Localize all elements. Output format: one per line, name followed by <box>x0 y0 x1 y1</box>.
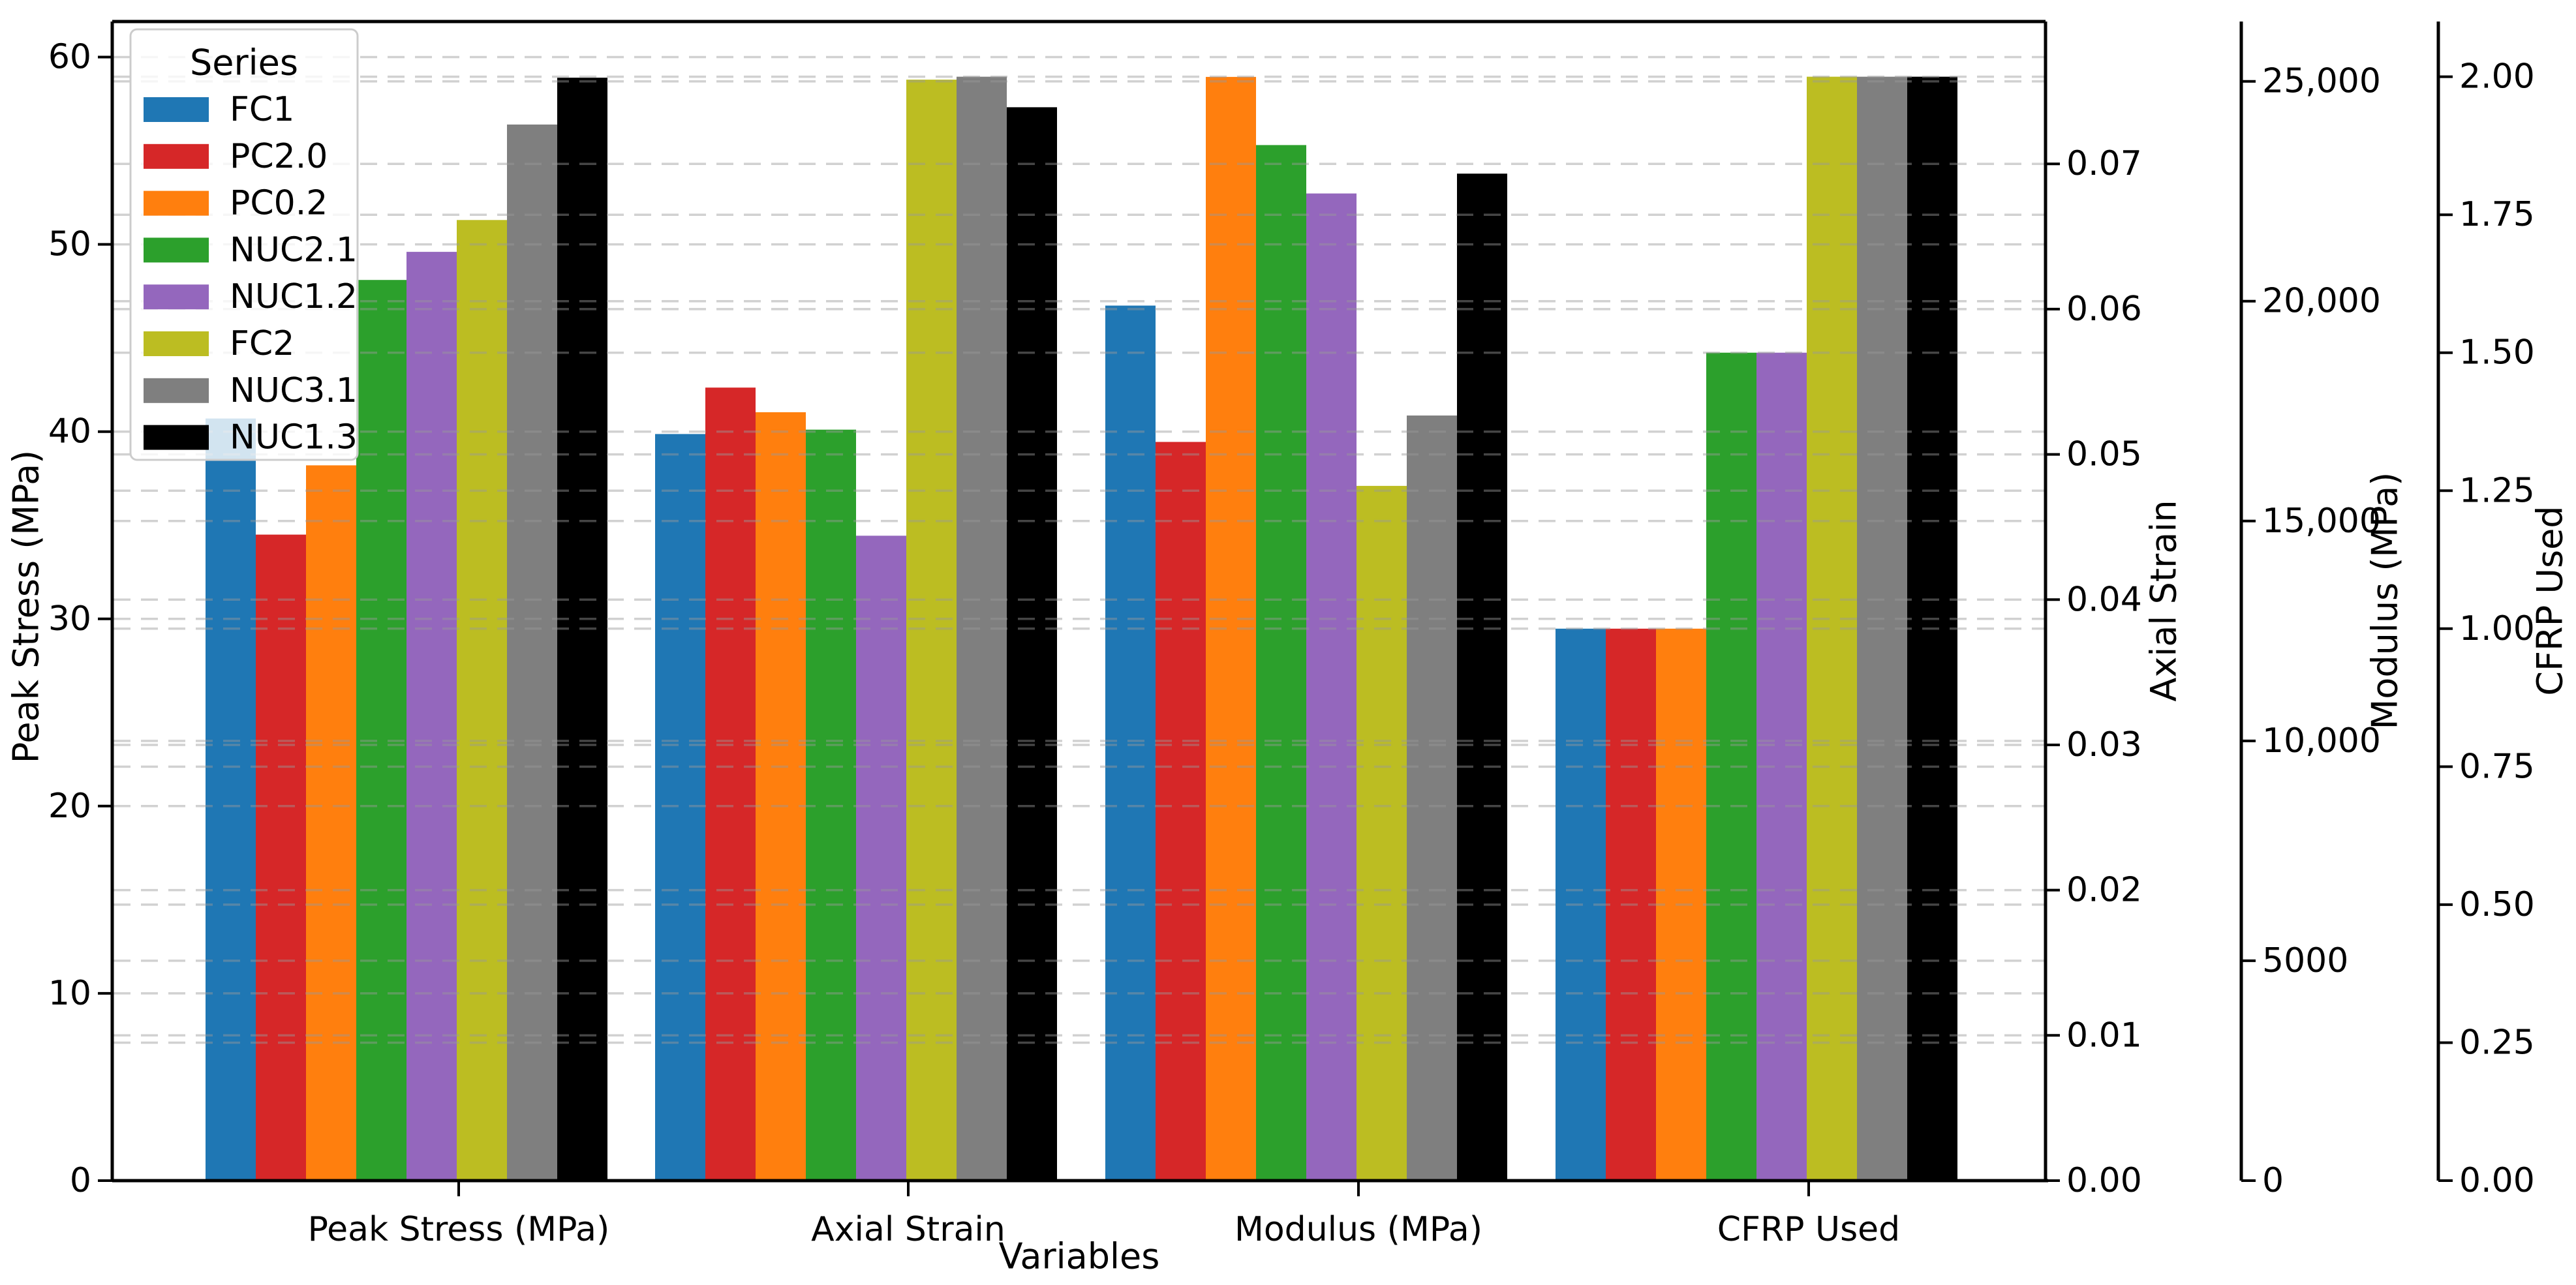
legend-swatch-PC0.2 <box>144 190 209 216</box>
y-tick-label: 10 <box>48 974 91 1013</box>
bar-NUC1.3 <box>1907 76 1957 1181</box>
bar-NUC3.1 <box>1407 416 1457 1181</box>
y-tick-label: 0.75 <box>2459 747 2535 786</box>
y-tick-label: 60 <box>48 38 91 77</box>
y-tick-label: 50 <box>48 225 91 264</box>
y-tick-label: 0.00 <box>2066 1161 2142 1200</box>
bar-NUC3.1 <box>957 76 1007 1181</box>
legend-swatch-FC2 <box>144 331 209 356</box>
bar-NUC1.3 <box>1007 107 1057 1181</box>
y-tick-label: 30 <box>48 599 91 639</box>
bar-PC2.0 <box>1606 628 1656 1181</box>
x-tick-label-3: Modulus (MPa) <box>1234 1210 1482 1249</box>
bar-PC0.2 <box>1656 628 1706 1181</box>
legend-label-NUC2.1: NUC2.1 <box>230 230 358 269</box>
x-tick-label-1: Peak Stress (MPa) <box>308 1210 610 1249</box>
bar-NUC2.1 <box>356 280 406 1181</box>
bar-FC1 <box>206 418 256 1181</box>
bar-NUC1.2 <box>1306 193 1357 1181</box>
legend-label-FC2: FC2 <box>230 324 294 363</box>
bar-FC1 <box>655 434 705 1181</box>
bar-PC0.2 <box>756 412 806 1181</box>
x-tick-label-4: CFRP Used <box>1717 1210 1900 1249</box>
legend-label-PC0.2: PC0.2 <box>230 184 328 223</box>
bar-PC0.2 <box>1206 76 1256 1181</box>
y-tick-label: 20,000 <box>2262 282 2381 321</box>
y-tick-label: 1.50 <box>2459 333 2535 372</box>
bar-FC2 <box>1357 485 1407 1181</box>
legend-swatch-NUC2.1 <box>144 237 209 263</box>
bars-layer <box>206 76 1957 1181</box>
y-tick-label: 1.25 <box>2459 471 2535 510</box>
y-tick-label: 1.75 <box>2459 195 2535 234</box>
gridlines <box>114 55 2044 1044</box>
x-axis-title: Variables <box>998 1235 1160 1277</box>
y-tick-label: 0.00 <box>2459 1161 2535 1200</box>
bar-NUC1.2 <box>856 536 906 1181</box>
y-tick-label: 0.05 <box>2066 435 2142 474</box>
legend-title: Series <box>190 42 298 83</box>
bar-NUC1.2 <box>406 252 457 1181</box>
legend-label-NUC3.1: NUC3.1 <box>230 371 358 410</box>
y-axis-title-peak-stress: Peak Stress (MPa) <box>5 449 47 764</box>
legend: Series FC1 PC2.0 PC0.2 NUC2.1 NUC1.2 FC2 NUC3.1… <box>129 28 359 461</box>
y-tick-label: 5000 <box>2262 941 2348 980</box>
axes-layer: 0 10 20 30 40 50 60 0.00 0.01 0.02 0.03 0.04 0.05 0.0… <box>48 20 2535 1249</box>
bar-PC2.0 <box>705 387 756 1181</box>
bar-NUC2.1 <box>806 429 856 1181</box>
bar-FC1 <box>1556 628 1606 1181</box>
y-tick-label: 40 <box>48 412 91 451</box>
bar-PC2.0 <box>256 534 306 1181</box>
legend-label-NUC1.3: NUC1.3 <box>230 418 358 457</box>
legend-label-FC1: FC1 <box>230 90 294 129</box>
bar-PC0.2 <box>306 465 356 1181</box>
y-tick-label: 0.50 <box>2459 885 2535 924</box>
y-tick-label: 0.03 <box>2066 725 2142 764</box>
y-axis-title-axial-strain: Axial Strain <box>2143 500 2185 702</box>
y-tick-label: 0.01 <box>2066 1016 2142 1055</box>
bar-NUC1.3 <box>557 78 607 1181</box>
bar-NUC2.1 <box>1256 145 1306 1181</box>
y-tick-label: 1.00 <box>2459 609 2535 648</box>
bar-FC1 <box>1105 305 1156 1181</box>
bar-NUC2.1 <box>1706 352 1756 1181</box>
legend-swatch-PC2.0 <box>144 144 209 169</box>
y-tick-label: 15,000 <box>2262 502 2381 541</box>
x-tick-label-2: Axial Strain <box>811 1210 1005 1249</box>
bar-NUC3.1 <box>507 124 557 1181</box>
bar-NUC1.3 <box>1457 174 1507 1181</box>
bar-FC2 <box>457 220 507 1181</box>
y-tick-label: 10,000 <box>2262 721 2381 761</box>
y-tick-label: 0 <box>2262 1161 2284 1200</box>
y-tick-label: 0.25 <box>2459 1023 2535 1063</box>
y-tick-label: 20 <box>48 787 91 826</box>
bar-FC2 <box>1807 76 1857 1181</box>
legend-label-NUC1.2: NUC1.2 <box>230 277 358 316</box>
y-tick-label: 0.02 <box>2066 871 2142 910</box>
bar-PC2.0 <box>1156 442 1206 1181</box>
y-tick-label: 0.04 <box>2066 580 2142 619</box>
bar-NUC3.1 <box>1857 76 1907 1181</box>
y-tick-label: 25,000 <box>2262 62 2381 101</box>
bar-FC2 <box>906 80 957 1181</box>
legend-swatch-FC1 <box>144 97 209 122</box>
y-axis-title-modulus: Modulus (MPa) <box>2364 472 2406 730</box>
bar-NUC1.2 <box>1756 352 1807 1181</box>
y-tick-label: 0.06 <box>2066 290 2142 329</box>
y-tick-label: 0.07 <box>2066 144 2142 183</box>
legend-label-PC2.0: PC2.0 <box>230 137 328 176</box>
legend-swatch-NUC3.1 <box>144 378 209 403</box>
y-tick-label: 0 <box>70 1161 91 1200</box>
y-tick-label: 2.00 <box>2459 57 2535 97</box>
y-axis-title-cfrp-used: CFRP Used <box>2529 506 2571 696</box>
legend-swatch-NUC1.3 <box>144 425 209 450</box>
legend-swatch-NUC1.2 <box>144 284 209 310</box>
